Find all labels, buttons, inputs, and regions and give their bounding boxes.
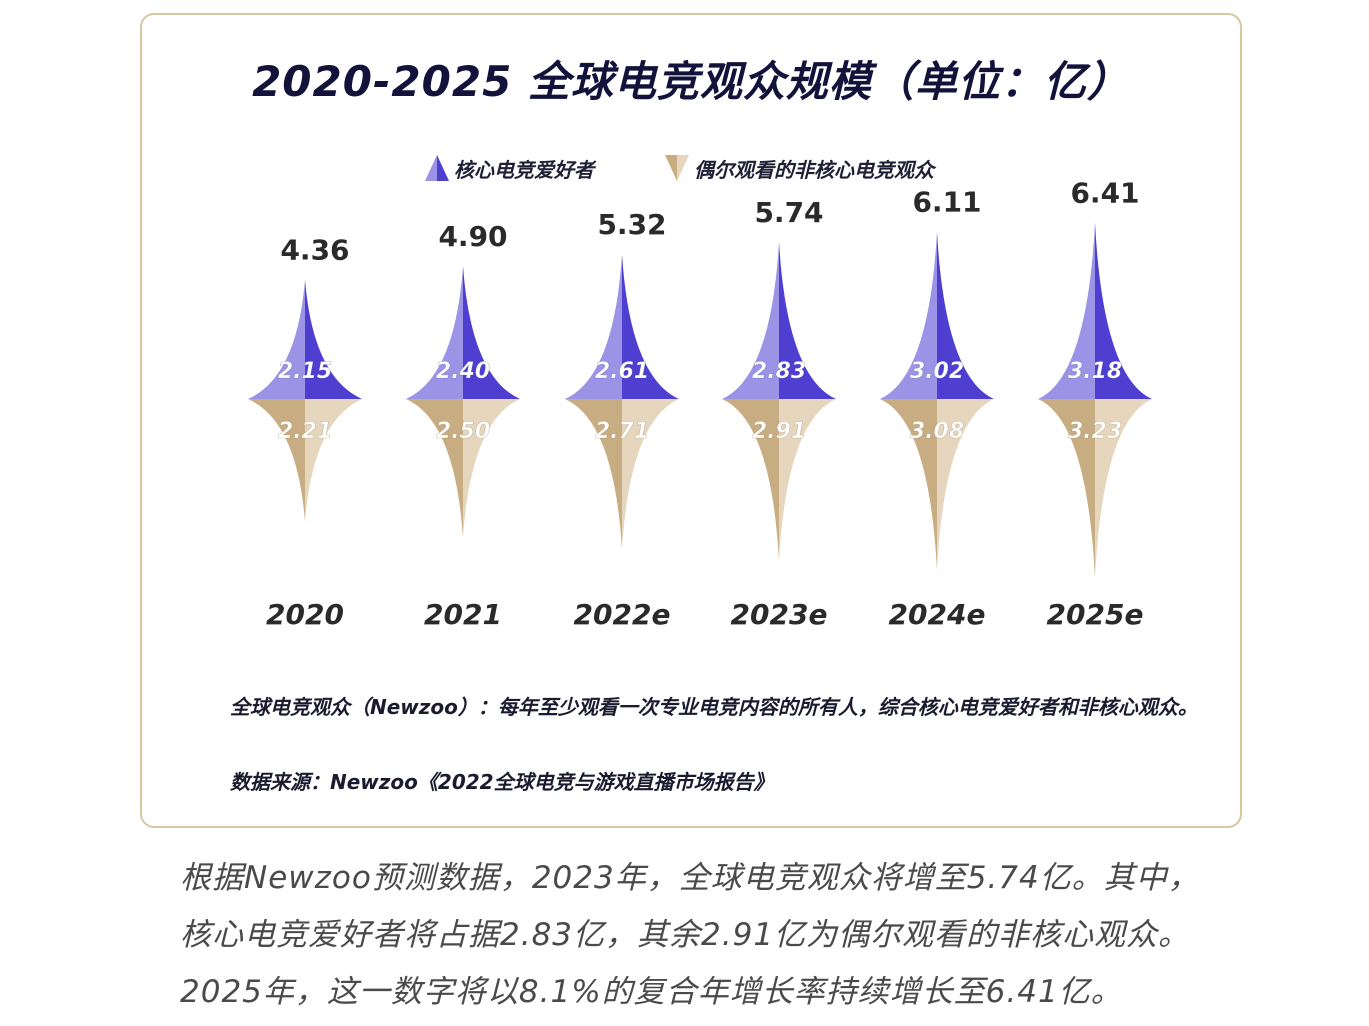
casual-bar-left-2024e	[880, 399, 937, 570]
total-label-2023e: 5.74	[754, 196, 823, 229]
legend-casual-label: 偶尔观看的非核心电竞观众	[694, 157, 934, 182]
casual-bar-right-2023e	[779, 399, 836, 561]
legend-casual-icon	[665, 155, 689, 181]
casual-bar-left-2023e	[722, 399, 779, 561]
total-label-2024e: 6.11	[912, 185, 981, 218]
legend-core: 核心电竞爱好者	[424, 150, 594, 186]
core-value-label-2023e: 2.83	[752, 359, 806, 384]
core-value-label-2024e: 3.02	[910, 359, 964, 384]
casual-bar-left-2022e	[565, 399, 622, 550]
core-bar-right-2022e	[622, 254, 679, 399]
core-value-label-2021: 2.40	[436, 359, 490, 384]
casual-value-label-2022e: 2.71	[595, 419, 649, 444]
total-label-2022e: 5.32	[597, 208, 666, 241]
core-bar-right-2021	[463, 265, 520, 399]
category-label-2025e: 2025e	[1047, 598, 1144, 631]
core-bar-left-2025e	[1038, 222, 1095, 399]
casual-value-label-2023e: 2.91	[752, 419, 806, 444]
casual-bar-left-2025e	[1038, 399, 1095, 579]
core-value-label-2020: 2.15	[278, 359, 332, 384]
casual-bar-right-2020	[305, 399, 362, 522]
casual-value-label-2025e: 3.23	[1068, 419, 1122, 444]
category-label-2021: 2021	[424, 598, 502, 631]
casual-bar-right-2021	[463, 399, 520, 538]
casual-bar-right-2022e	[622, 399, 679, 550]
core-value-label-2022e: 2.61	[595, 359, 649, 384]
casual-value-label-2021: 2.50	[436, 419, 490, 444]
casual-value-label-2024e: 3.08	[910, 419, 964, 444]
core-bar-left-2020	[248, 279, 305, 399]
total-label-2025e: 6.41	[1070, 177, 1139, 210]
caption-paragraph: 根据Newzoo预测数据，2023年，全球电竞观众将增至5.74亿。其中，核心电…	[180, 860, 1200, 1010]
total-label-2020: 4.36	[280, 234, 349, 267]
legend-core-label: 核心电竞爱好者	[454, 157, 594, 182]
core-bar-left-2021	[406, 265, 463, 399]
core-bar-right-2024e	[937, 231, 994, 399]
chart-title: 2020-2025 全球电竞观众规模（单位：亿）	[252, 57, 1130, 106]
casual-bar-right-2024e	[937, 399, 994, 570]
category-label-2020: 2020	[266, 598, 344, 631]
source-note: 数据来源：Newzoo《2022全球电竞与游戏直播市场报告》	[230, 770, 774, 794]
definition-note: 全球电竞观众（Newzoo）：每年至少观看一次专业电竞内容的所有人，综合核心电竞…	[230, 695, 1198, 719]
casual-value-label-2020: 2.21	[278, 419, 332, 444]
core-bar-right-2023e	[779, 241, 836, 399]
core-bar-left-2022e	[565, 254, 622, 399]
chart-legend: 核心电竞爱好者 偶尔观看的非核心电竞观众	[0, 150, 1369, 190]
core-bar-right-2025e	[1095, 222, 1152, 399]
casual-bar-right-2025e	[1095, 399, 1152, 579]
total-label-2021: 4.90	[438, 220, 507, 253]
legend-core-icon	[425, 155, 449, 181]
core-bar-right-2020	[305, 279, 362, 399]
casual-bar-left-2020	[248, 399, 305, 522]
casual-bar-left-2021	[406, 399, 463, 538]
category-label-2023e: 2023e	[731, 598, 828, 631]
core-bar-left-2023e	[722, 241, 779, 399]
category-label-2024e: 2024e	[889, 598, 986, 631]
category-label-2022e: 2022e	[574, 598, 671, 631]
legend-casual: 偶尔观看的非核心电竞观众	[664, 150, 934, 186]
core-bar-left-2024e	[880, 231, 937, 399]
core-value-label-2025e: 3.18	[1068, 359, 1122, 384]
